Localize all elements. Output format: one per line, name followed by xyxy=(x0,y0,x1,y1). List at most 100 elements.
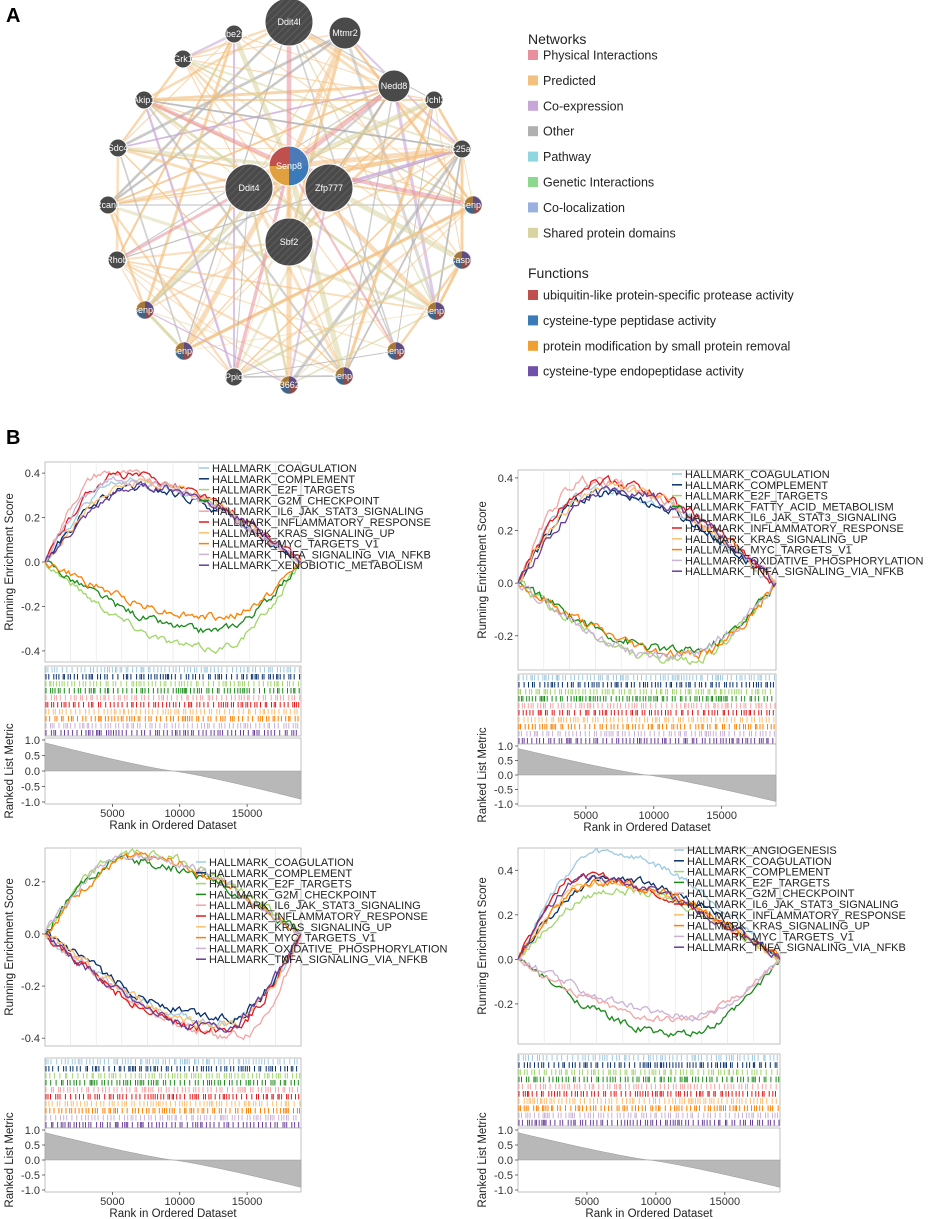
metric-tick-label: 1.0 xyxy=(498,1125,513,1137)
y-tick-label: 0.4 xyxy=(25,468,40,480)
network-node-circle xyxy=(264,0,314,47)
node-function-slice xyxy=(473,196,482,205)
network-node: Nedd8 xyxy=(377,69,411,103)
network-node: Akip1 xyxy=(133,90,156,110)
node-function-slice xyxy=(184,351,193,360)
network-node-label: Sbf2 xyxy=(280,237,299,247)
gsea-legend-label: HALLMARK_XENOBIOTIC_METABOLISM xyxy=(212,560,423,572)
gsea-legend-label: HALLMARK_COMPLEMENT xyxy=(209,868,352,880)
node-function-slice xyxy=(453,260,462,269)
x-tick-label: 15000 xyxy=(706,810,737,822)
function-legend-swatch xyxy=(528,340,538,351)
network-node: Senp7 xyxy=(460,195,486,215)
gsea-legend-label: HALLMARK_COAGULATION xyxy=(687,856,832,868)
network-node-label: Ddit4l xyxy=(277,17,300,27)
node-function-slice xyxy=(289,385,298,394)
es-curve xyxy=(517,877,781,960)
network-legend-label: Genetic Interactions xyxy=(543,176,654,190)
network-node: Senp1 xyxy=(331,366,357,386)
metric-tick-label: 1.0 xyxy=(25,735,40,747)
network-edge xyxy=(343,32,475,206)
network-node-label: Senp2 xyxy=(132,305,158,315)
network-edge xyxy=(107,32,346,206)
network-node-circle xyxy=(108,138,128,158)
network-edge xyxy=(287,148,464,386)
ranked-metric-area xyxy=(517,748,777,802)
network-edge xyxy=(288,20,463,151)
center-node-slice xyxy=(269,146,289,166)
metric-tick-label: 1.0 xyxy=(25,1125,40,1137)
node-function-slice xyxy=(396,342,405,351)
es-curve xyxy=(517,873,781,960)
node-function-slice xyxy=(436,311,445,320)
network-edge xyxy=(143,20,290,102)
es-curve xyxy=(517,580,777,666)
gsea-panel-3: -0.4 -0.2 0.0 0.2 Running Enrichment Score HA… xyxy=(4,847,447,1219)
network-legend-swatch xyxy=(528,75,538,86)
network-node-circle xyxy=(452,139,472,159)
network-node-label: Ube2m xyxy=(219,29,248,39)
gsea-legend-label: HALLMARK_G2M_CHECKPOINT xyxy=(687,888,855,900)
network-edge xyxy=(116,258,345,378)
y-tick-label: 0.0 xyxy=(498,954,513,966)
network-legend: Networks Functions Physical Interactions… xyxy=(528,31,795,379)
network-edge xyxy=(343,85,395,377)
network-edge xyxy=(143,99,463,150)
network-node: Ddit4l xyxy=(264,0,314,47)
network-edge xyxy=(288,310,437,386)
network-edge xyxy=(182,58,290,167)
network-node: Grk1 xyxy=(173,49,193,69)
es-curve xyxy=(517,487,777,585)
metric-axis-title: Ranked List Metric xyxy=(4,1112,16,1207)
gsea-legend-label: HALLMARK_COAGULATION xyxy=(209,857,354,869)
network-node-label: Sdc4 xyxy=(108,143,129,153)
network-edge xyxy=(182,58,463,150)
center-node-slice xyxy=(289,146,309,166)
gsea-panel-2: -0.2 0.0 0.2 0.4 Running Enrichment Score HAL… xyxy=(477,469,923,834)
network-node-circle xyxy=(304,163,354,213)
gsea-legend-label: HALLMARK_E2F_TARGETS xyxy=(212,485,355,497)
network-edge xyxy=(286,32,348,167)
metric-tick-label: -1.0 xyxy=(21,1185,40,1197)
metric-tick-label: 0.0 xyxy=(25,766,40,778)
gsea-legend-label: HALLMARK_COMPLEMENT xyxy=(687,867,830,879)
network-legend-label: Other xyxy=(543,125,574,139)
network-edge xyxy=(342,99,436,377)
network-node-label: Senp1 xyxy=(331,371,357,381)
gsea-legend-label: HALLMARK_INFLAMMATORY_RESPONSE xyxy=(687,910,906,922)
y-tick-label: -0.2 xyxy=(21,981,40,993)
y-tick-label: 0.0 xyxy=(25,929,40,941)
network-edge xyxy=(117,147,185,352)
x-axis-title: Rank in Ordered Dataset xyxy=(583,822,711,834)
metric-tick-label: -1.0 xyxy=(494,1185,513,1197)
y-tick-label: 0.2 xyxy=(498,910,513,922)
node-function-slice xyxy=(462,251,471,260)
network-node-circle xyxy=(107,250,127,270)
node-function-slice xyxy=(436,302,445,311)
center-node-slice xyxy=(269,166,289,186)
network-node-circle xyxy=(424,90,444,110)
network-edge xyxy=(287,84,396,168)
network-edge xyxy=(143,98,290,168)
network-edge xyxy=(433,99,463,261)
x-axis-title: Rank in Ordered Dataset xyxy=(109,820,237,832)
network-node-circle xyxy=(224,24,244,44)
metric-tick-label: 0.5 xyxy=(498,1140,513,1152)
network-edge xyxy=(182,58,463,261)
es-curve xyxy=(44,853,302,935)
node-function-slice xyxy=(136,310,145,319)
node-function-slice xyxy=(427,311,436,320)
network-node-circle xyxy=(98,195,118,215)
network-edge xyxy=(182,32,346,60)
network-edge xyxy=(117,146,290,168)
network-node-label: Senp6 xyxy=(383,346,409,356)
network-node-label: Casp6 xyxy=(449,255,475,265)
network-node-label: Rhob xyxy=(106,255,128,265)
network-legend-label: Physical Interactions xyxy=(543,49,658,63)
network-node-label: Akip1 xyxy=(133,95,156,105)
network-node-label: Grk1 xyxy=(173,54,193,64)
network-legend-swatch xyxy=(528,177,538,187)
metric-tick-label: 0.0 xyxy=(498,770,513,782)
panel-a-letter: A xyxy=(6,5,20,27)
network-node-circle xyxy=(134,90,154,110)
